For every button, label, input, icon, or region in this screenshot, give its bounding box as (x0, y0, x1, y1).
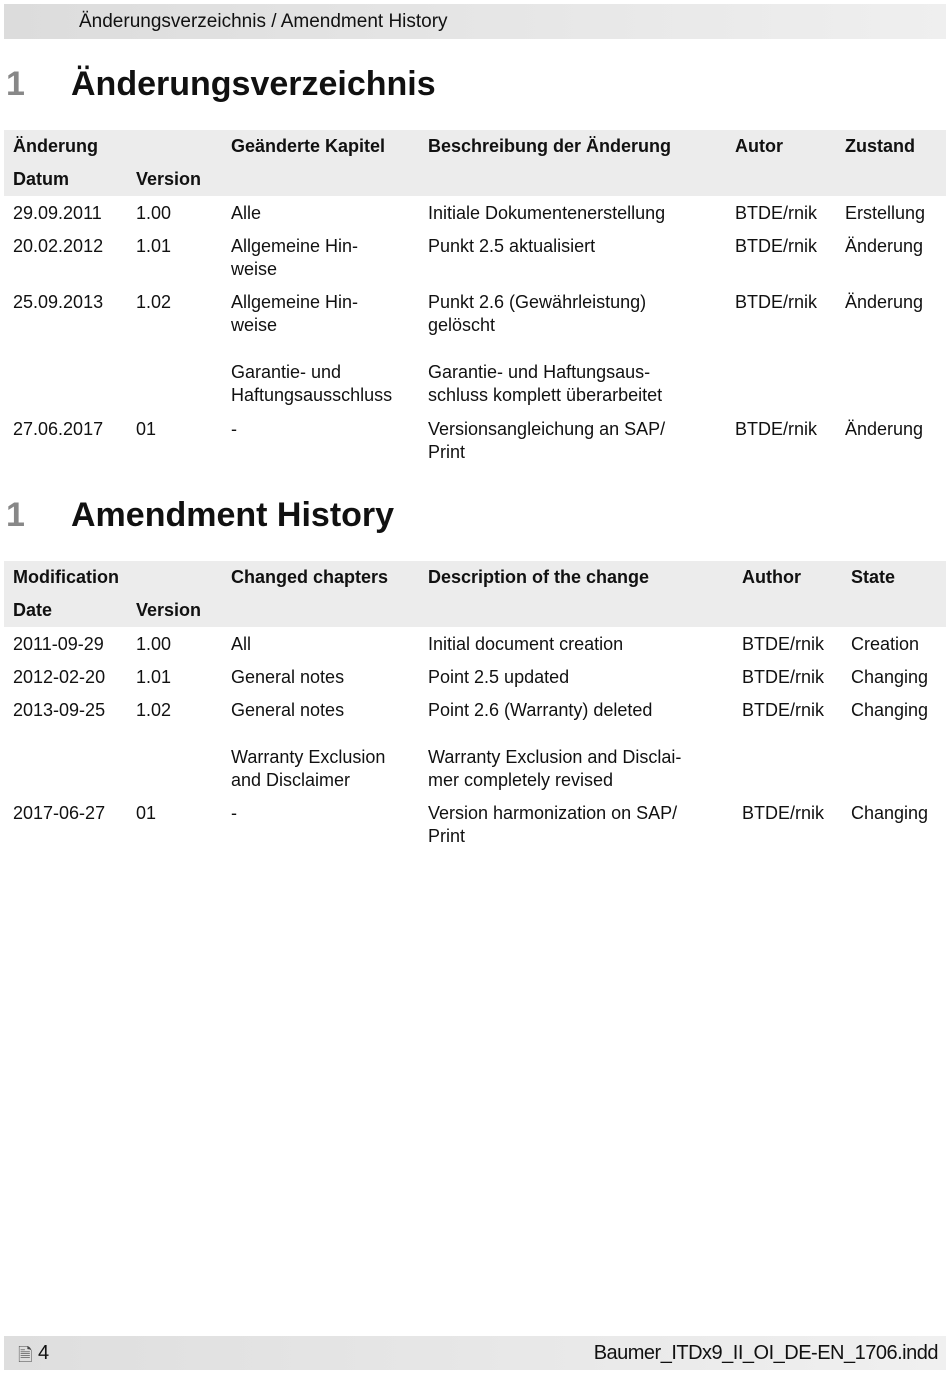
cell-description: Garantie- und Haftungsaus- (428, 362, 651, 382)
cell-version: 01 (136, 419, 157, 439)
cell-description: Punkt 2.6 (Gewährleistung) (428, 292, 647, 312)
cell-state: Änderung (845, 236, 924, 256)
cell-date: 2013-09-25 (13, 700, 106, 720)
cell-chapters: Alle (231, 203, 262, 223)
cell-state: Änderung (845, 419, 924, 439)
column-header-author: Autor (735, 136, 783, 156)
cell-state: Changing (851, 700, 929, 720)
footer: 🗎 4 Baumer_ITDx9_II_OI_DE-EN_1706.indd (4, 1336, 946, 1370)
document-icon: 🗎 (18, 1345, 33, 1365)
cell-description: mer completely revised (428, 770, 614, 790)
column-header-state: State (851, 567, 896, 587)
cell-version: 1.01 (136, 667, 172, 687)
cell-description: Print (428, 826, 466, 846)
cell-description: Point 2.5 updated (428, 667, 570, 687)
table-header (4, 130, 946, 196)
cell-version: 01 (136, 803, 157, 823)
cell-chapters: - (231, 803, 237, 823)
column-header-group: Modification (13, 567, 119, 587)
cell-chapters: Allgemeine Hin- (231, 236, 359, 256)
cell-author: BTDE/rnik (742, 634, 825, 654)
column-header-author: Author (742, 567, 801, 587)
column-header-version: Version (136, 169, 202, 189)
cell-description: Version harmonization on SAP/ (428, 803, 678, 823)
cell-description: Print (428, 442, 466, 462)
cell-chapters: weise (231, 315, 278, 335)
cell-author: BTDE/rnik (742, 667, 825, 687)
cell-chapters: - (231, 419, 237, 439)
column-header-chapters: Geänderte Kapitel (231, 136, 386, 156)
column-header-date: Date (13, 600, 53, 620)
column-header-description: Beschreibung der Änderung (428, 136, 672, 156)
cell-date: 27.06.2017 (13, 419, 104, 439)
heading-title: Amendment History (71, 496, 395, 534)
cell-chapters: All (231, 634, 252, 654)
cell-description: Initial document creation (428, 634, 624, 654)
cell-date: 29.09.2011 (13, 203, 102, 223)
cell-description: Initiale Dokumentenerstellung (428, 203, 666, 223)
cell-chapters: and Disclaimer (231, 770, 351, 790)
column-header-version: Version (136, 600, 202, 620)
cell-description: Point 2.6 (Warranty) deleted (428, 700, 653, 720)
cell-state: Changing (851, 803, 929, 823)
heading-title: Änderungsverzeichnis (71, 65, 436, 103)
cell-description: Warranty Exclusion and Disclai- (428, 747, 682, 767)
heading-number: 1 (6, 65, 25, 103)
page-number: 4 (38, 1342, 50, 1364)
cell-chapters: General notes (231, 700, 345, 720)
cell-version: 1.00 (136, 203, 172, 223)
cell-description: gelöscht (428, 315, 496, 335)
cell-state: Erstellung (845, 203, 926, 223)
cell-version: 1.01 (136, 236, 172, 256)
file-name: Baumer_ITDx9_II_OI_DE-EN_1706.indd (593, 1342, 939, 1364)
column-header-date: Datum (13, 169, 70, 189)
table-header (4, 561, 946, 627)
cell-author: BTDE/rnik (742, 700, 825, 720)
cell-state: Änderung (845, 292, 924, 312)
heading-number: 1 (6, 496, 25, 534)
cell-chapters: Allgemeine Hin- (231, 292, 359, 312)
cell-date: 20.02.2012 (13, 236, 104, 256)
cell-description: Versionsangleichung an SAP/ (428, 419, 666, 439)
cell-state: Changing (851, 667, 929, 687)
column-header-group: Änderung (13, 136, 98, 156)
cell-author: BTDE/rnik (735, 203, 818, 223)
cell-date: 2017-06-27 (13, 803, 106, 823)
cell-chapters: Warranty Exclusion (231, 747, 386, 767)
cell-date: 2012-02-20 (13, 667, 106, 687)
cell-chapters: Garantie- und (231, 362, 342, 382)
cell-chapters: Haftungsausschluss (231, 385, 393, 405)
column-header-description: Description of the change (428, 567, 650, 587)
cell-author: BTDE/rnik (735, 419, 818, 439)
cell-author: BTDE/rnik (735, 292, 818, 312)
cell-state: Creation (851, 634, 920, 654)
cell-author: BTDE/rnik (735, 236, 818, 256)
cell-version: 1.02 (136, 292, 172, 312)
cell-chapters: weise (231, 259, 278, 279)
cell-chapters: General notes (231, 667, 345, 687)
cell-date: 2011-09-29 (13, 634, 104, 654)
cell-author: BTDE/rnik (742, 803, 825, 823)
cell-version: 1.00 (136, 634, 172, 654)
cell-description: schluss komplett überarbeitet (428, 385, 663, 405)
running-header: Änderungsverzeichnis / Amendment History (4, 4, 946, 39)
cell-date: 25.09.2013 (13, 292, 104, 312)
column-header-state: Zustand (845, 136, 915, 156)
column-header-chapters: Changed chapters (231, 567, 389, 587)
running-header-title: Änderungsverzeichnis / Amendment History (79, 11, 448, 32)
cell-description: Punkt 2.5 aktualisiert (428, 236, 596, 256)
cell-version: 1.02 (136, 700, 172, 720)
